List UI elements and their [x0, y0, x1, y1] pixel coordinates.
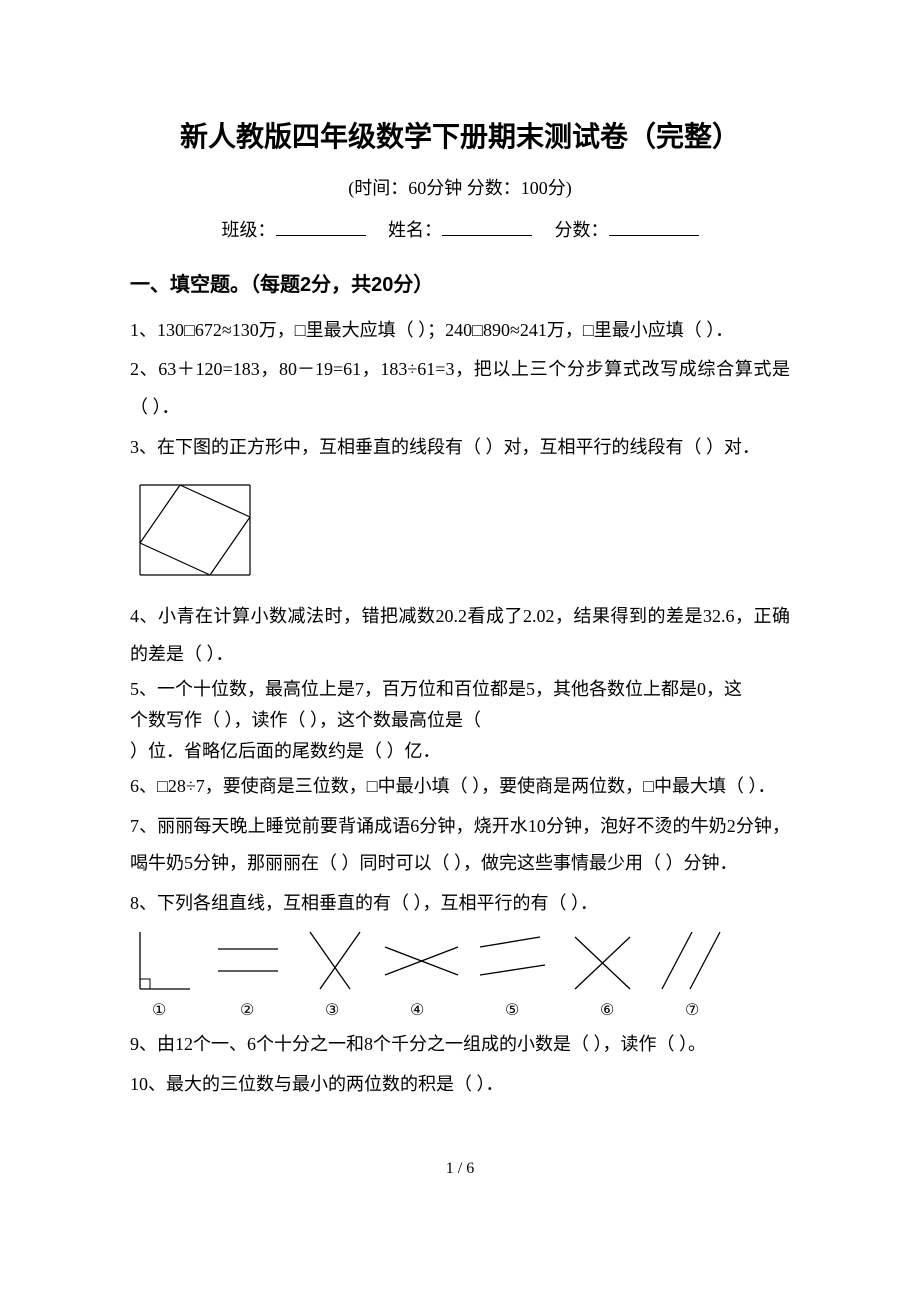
question-4: 4、小青在计算小数减法时，错把减数20.2看成了2.02，结果得到的差是32.6… — [130, 598, 790, 674]
score-blank[interactable] — [609, 218, 699, 236]
page-title: 新人教版四年级数学下册期末测试卷（完整） — [130, 110, 790, 163]
svg-text:②: ② — [240, 1002, 254, 1019]
page-number: 1 / 6 — [130, 1154, 790, 1184]
class-blank[interactable] — [276, 218, 366, 236]
name-label: 姓名： — [388, 220, 442, 240]
info-line: 班级： 姓名： 分数： — [130, 213, 790, 247]
question-1: 1、130□672≈130万，□里最大应填（ ）；240□890≈241万，□里… — [130, 312, 790, 350]
svg-text:④: ④ — [410, 1002, 424, 1019]
question-9: 9、由12个一、6个十分之一和8个千分之一组成的小数是（ ），读作（ ）。 — [130, 1026, 790, 1064]
svg-text:⑥: ⑥ — [600, 1002, 614, 1019]
figure-q3 — [130, 475, 790, 590]
question-6: 6、□28÷7，要使商是三位数，□中最小填（ ），要使商是两位数，□中最大填（ … — [130, 768, 790, 806]
question-3: 3、在下图的正方形中，互相垂直的线段有（ ）对，互相平行的线段有（ ）对． — [130, 429, 790, 467]
question-5-line1: 5、一个十位数，最高位上是7，百万位和百位都是5，其他各数位上都是0，这 — [130, 675, 790, 704]
figure-q8: ① ② ③ ④ ⑤ ⑥ ⑦ — [130, 927, 790, 1022]
question-8: 8、下列各组直线，互相垂直的有（ ），互相平行的有（ ）． — [130, 885, 790, 923]
section-1-header: 一、填空题。（每题2分，共20分） — [130, 266, 790, 304]
square-diagram — [130, 475, 270, 590]
question-10: 10、最大的三位数与最小的两位数的积是（ ）． — [130, 1066, 790, 1104]
question-5-line3: ）位．省略亿后面的尾数约是（ ）亿． — [130, 737, 790, 766]
class-label: 班级： — [222, 220, 276, 240]
page-subtitle: (时间：60分钟 分数：100分) — [130, 171, 790, 205]
svg-text:③: ③ — [325, 1002, 339, 1019]
question-5-line2: 个数写作（ ），读作（ ），这个数最高位是（ — [130, 706, 790, 735]
svg-text:⑦: ⑦ — [685, 1002, 699, 1019]
name-blank[interactable] — [442, 218, 532, 236]
lines-diagram: ① ② ③ ④ ⑤ ⑥ ⑦ — [130, 927, 790, 1022]
question-7: 7、丽丽每天晚上睡觉前要背诵成语6分钟，烧开水10分钟，泡好不烫的牛奶2分钟，喝… — [130, 808, 790, 884]
score-label: 分数： — [555, 220, 609, 240]
svg-text:①: ① — [152, 1002, 166, 1019]
question-2: 2、63＋120=183，80－19=61，183÷61=3，把以上三个分步算式… — [130, 351, 790, 427]
svg-text:⑤: ⑤ — [505, 1002, 519, 1019]
